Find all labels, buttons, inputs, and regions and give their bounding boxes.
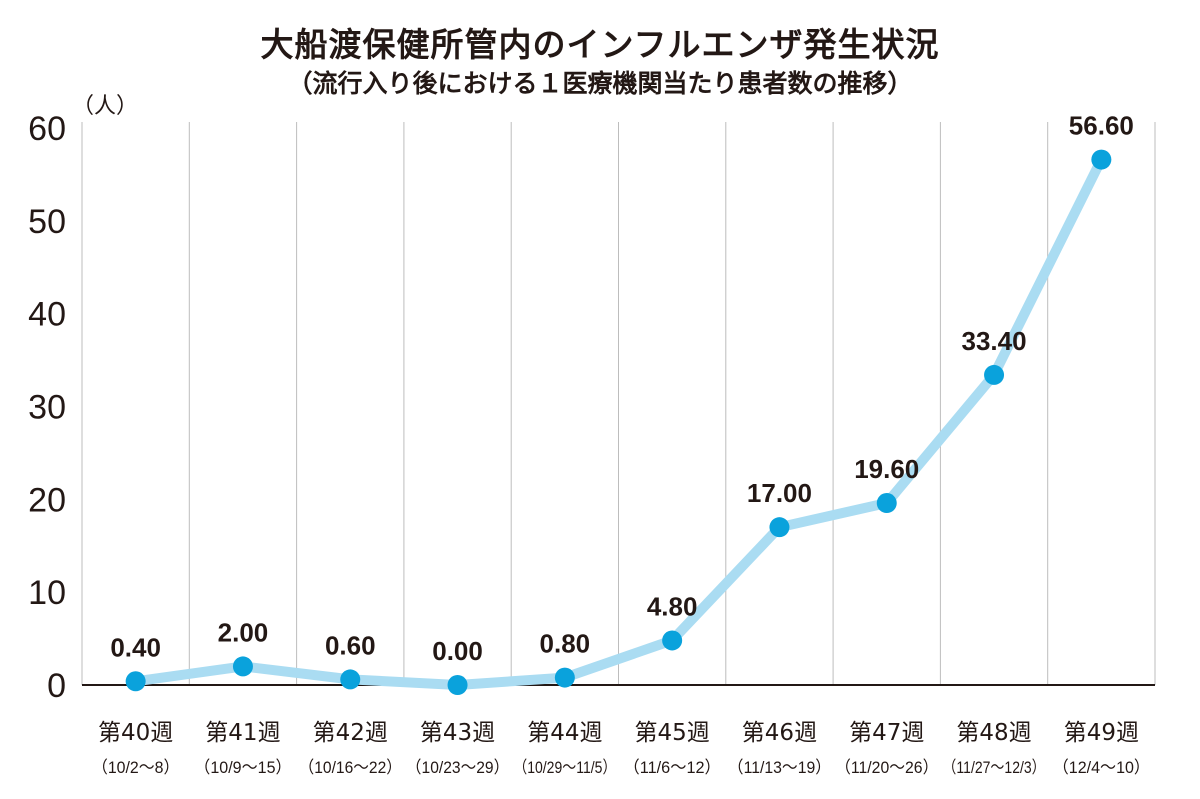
x-tick-date-range: （10/23～29） bbox=[406, 758, 509, 777]
data-label: 0.80 bbox=[540, 629, 591, 659]
data-point bbox=[662, 630, 683, 651]
data-label: 56.60 bbox=[1069, 111, 1134, 141]
data-label: 33.40 bbox=[962, 326, 1027, 356]
x-tick-label: 第43週 bbox=[420, 720, 495, 746]
x-tick-date-range: （11/13～19） bbox=[728, 758, 831, 777]
data-point bbox=[769, 517, 790, 538]
y-axis-unit-label: （人） bbox=[72, 94, 139, 119]
data-point bbox=[125, 671, 146, 692]
series-line bbox=[130, 154, 1107, 690]
y-tick-label: 60 bbox=[28, 110, 66, 148]
y-tick-label: 0 bbox=[47, 667, 66, 705]
data-label: 17.00 bbox=[747, 478, 812, 508]
x-tick-label: 第45週 bbox=[635, 720, 710, 746]
x-tick-date-range: （12/4～10） bbox=[1053, 758, 1150, 777]
x-tick-label: 第40週 bbox=[98, 720, 173, 746]
data-label: 19.60 bbox=[854, 454, 919, 484]
data-label: 2.00 bbox=[218, 617, 269, 647]
data-point bbox=[1091, 149, 1112, 170]
y-tick-label: 30 bbox=[28, 389, 66, 427]
data-point bbox=[554, 667, 575, 688]
chart-subtitle: （流行入り後における１医療機関当たり患者数の推移） bbox=[287, 69, 913, 98]
data-point bbox=[876, 493, 897, 514]
data-label: 4.80 bbox=[647, 591, 698, 621]
y-tick-label: 40 bbox=[28, 296, 66, 334]
data-point bbox=[447, 675, 468, 695]
x-tick-label: 第41週 bbox=[205, 720, 280, 746]
y-tick-label: 20 bbox=[28, 481, 66, 519]
y-tick-label: 50 bbox=[28, 203, 66, 241]
x-tick-date-range: （11/20～26） bbox=[835, 758, 938, 777]
x-tick-label: 第48週 bbox=[956, 720, 1031, 746]
x-tick-date-range: （10/2～8） bbox=[92, 758, 179, 777]
data-point bbox=[340, 669, 361, 690]
data-label: 0.60 bbox=[325, 630, 376, 660]
x-tick-date-range: （11/27～12/3） bbox=[942, 758, 1045, 777]
data-point bbox=[984, 364, 1005, 385]
x-tick-label: 第44週 bbox=[527, 720, 602, 746]
x-tick-label: 第47週 bbox=[849, 720, 924, 746]
x-tick-date-range: （11/6～12） bbox=[624, 758, 721, 777]
chart-title: 大船渡保健所管内のインフルエンザ発生状況 bbox=[260, 25, 940, 64]
x-tick-date-range: （10/16～22） bbox=[299, 758, 402, 777]
data-point bbox=[232, 656, 253, 677]
x-tick-label: 第46週 bbox=[742, 720, 817, 746]
x-tick-label: 第42週 bbox=[313, 720, 388, 746]
x-tick-label: 第49週 bbox=[1064, 720, 1139, 746]
x-tick-date-range: （10/29～11/5） bbox=[513, 758, 616, 777]
y-tick-label: 10 bbox=[28, 574, 66, 612]
data-label: 0.40 bbox=[110, 632, 161, 662]
data-label: 0.00 bbox=[432, 636, 483, 666]
x-tick-date-range: （10/9～15） bbox=[194, 758, 291, 777]
